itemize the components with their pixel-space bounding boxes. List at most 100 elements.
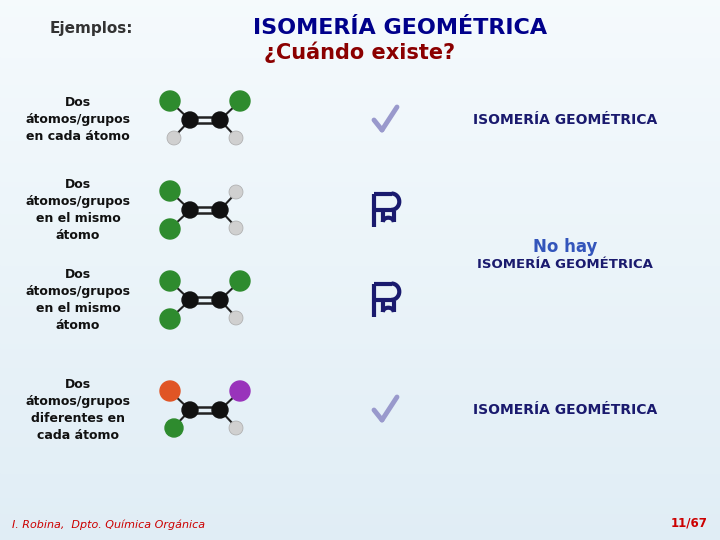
Bar: [0, 164, 720, 167]
Circle shape: [229, 131, 243, 145]
Bar: [0, 490, 720, 494]
Bar: [0, 61, 720, 65]
Bar: [0, 331, 720, 335]
Circle shape: [229, 421, 243, 435]
Bar: [0, 177, 720, 181]
Bar: [0, 485, 720, 489]
Bar: [0, 93, 720, 97]
Bar: [0, 471, 720, 475]
Bar: [0, 396, 720, 400]
Bar: [0, 23, 720, 27]
Bar: [0, 166, 720, 170]
Bar: [0, 480, 720, 483]
Bar: [0, 174, 720, 178]
Bar: [0, 312, 720, 316]
Bar: [0, 277, 720, 281]
Bar: [0, 355, 720, 359]
Bar: [0, 320, 720, 324]
Circle shape: [212, 202, 228, 218]
Bar: [0, 399, 720, 402]
Bar: [0, 96, 720, 100]
Bar: [0, 26, 720, 30]
Bar: [0, 498, 720, 502]
Bar: [0, 245, 720, 248]
Bar: [0, 10, 720, 14]
Bar: [0, 193, 720, 197]
Text: ¿Cuándo existe?: ¿Cuándo existe?: [264, 41, 456, 63]
Bar: [0, 264, 720, 267]
Bar: [0, 374, 720, 378]
Bar: [0, 266, 720, 270]
Bar: [0, 336, 720, 340]
Bar: [0, 156, 720, 159]
Bar: [0, 345, 720, 348]
Bar: [0, 531, 720, 535]
Bar: [0, 415, 720, 419]
Bar: [0, 2, 720, 5]
Bar: [0, 210, 720, 213]
Text: Ejemplos:: Ejemplos:: [50, 21, 133, 36]
Bar: [0, 428, 720, 432]
Bar: [0, 407, 720, 410]
Circle shape: [160, 91, 180, 111]
Bar: [0, 228, 720, 232]
Bar: [0, 56, 720, 59]
Bar: [0, 474, 720, 478]
Bar: [0, 118, 720, 122]
Bar: [0, 409, 720, 413]
Text: Dos
átomos/grupos
en el mismo
átomo: Dos átomos/grupos en el mismo átomo: [25, 268, 130, 332]
Circle shape: [160, 271, 180, 291]
Bar: [0, 102, 720, 105]
Bar: [0, 291, 720, 294]
Bar: [0, 517, 720, 521]
Bar: [0, 426, 720, 429]
Bar: [0, 242, 720, 246]
Bar: [0, 34, 720, 38]
Bar: [0, 315, 720, 319]
Text: ISOMERÍA GEOMÉTRICA: ISOMERÍA GEOMÉTRICA: [253, 18, 547, 38]
Bar: [0, 215, 720, 219]
Bar: [0, 161, 720, 165]
Bar: [0, 377, 720, 381]
Text: Dos
átomos/grupos
diferentes en
cada átomo: Dos átomos/grupos diferentes en cada áto…: [25, 378, 130, 442]
Circle shape: [160, 309, 180, 329]
Bar: [0, 366, 720, 370]
Bar: [0, 139, 720, 143]
Circle shape: [230, 271, 250, 291]
Bar: [0, 420, 720, 424]
Bar: [0, 520, 720, 524]
Bar: [0, 347, 720, 351]
Bar: [0, 507, 720, 510]
Bar: [0, 304, 720, 308]
Bar: [0, 185, 720, 189]
Circle shape: [160, 181, 180, 201]
Bar: [0, 212, 720, 216]
Bar: [0, 342, 720, 346]
Bar: [0, 137, 720, 140]
Text: No hay: No hay: [533, 238, 597, 256]
Circle shape: [230, 381, 250, 401]
Bar: [0, 237, 720, 240]
Bar: [0, 536, 720, 540]
Circle shape: [229, 311, 243, 325]
Bar: [0, 423, 720, 427]
Circle shape: [165, 419, 183, 437]
Bar: [0, 353, 720, 356]
Text: Dos
átomos/grupos
en el mismo
átomo: Dos átomos/grupos en el mismo átomo: [25, 178, 130, 242]
Bar: [0, 104, 720, 108]
Bar: [0, 53, 720, 57]
Bar: [0, 207, 720, 211]
Bar: [0, 18, 720, 22]
Bar: [0, 274, 720, 278]
Bar: [0, 142, 720, 146]
Bar: [0, 196, 720, 200]
Bar: [0, 31, 720, 35]
Bar: [0, 328, 720, 332]
Bar: [0, 72, 720, 76]
Bar: [0, 4, 720, 8]
Bar: [0, 115, 720, 119]
Bar: [0, 150, 720, 154]
Bar: [0, 253, 720, 256]
Bar: [0, 501, 720, 505]
Bar: [0, 512, 720, 516]
